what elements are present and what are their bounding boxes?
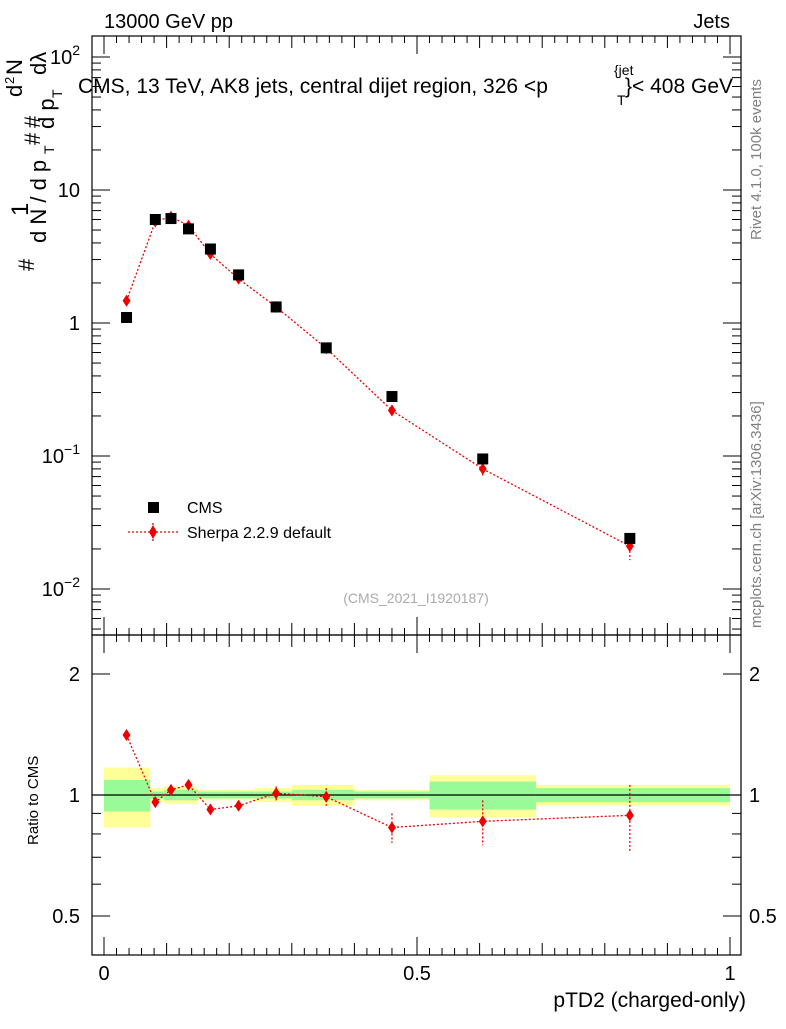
legend: CMS Sherpa 2.2.9 default	[128, 500, 332, 542]
cms-data-point	[149, 214, 161, 226]
x-tick-label: 1	[724, 963, 735, 985]
ratio-point	[478, 815, 487, 828]
ratio-point	[206, 803, 215, 816]
cms-data-point	[233, 269, 245, 281]
y-axis-label-hash2: #	[20, 132, 45, 145]
legend-cms-label: CMS	[187, 500, 223, 517]
y-axis-label-two: 2	[2, 77, 17, 84]
main-y-tick-label: 1	[69, 313, 80, 335]
main-y-tick-label: 10−1	[42, 441, 80, 468]
cms-data-point	[121, 311, 133, 323]
energy-label: 13000 GeV pp	[104, 11, 233, 33]
legend-cms-marker	[148, 502, 159, 513]
ratio-y-tick-label-right: 2	[749, 664, 760, 686]
rivet-version-label: Rivet 4.1.0, 100k events	[748, 79, 765, 240]
ratio-curve	[125, 734, 630, 829]
cms-data-point	[165, 213, 177, 225]
x-tick-label: 0.5	[403, 963, 431, 985]
ratio-y-tick-label: 2	[69, 664, 80, 686]
mc-point	[478, 462, 487, 475]
plot-title: CMS, 13 TeV, AK8 jets, central dijet reg…	[78, 75, 548, 98]
ratio-x-ticks: 0 0.5 1	[98, 635, 736, 985]
cms-data-point	[204, 243, 216, 255]
legend-mc-label: Sherpa 2.2.9 default	[187, 525, 332, 542]
y-axis-label-d2N-d: d	[2, 85, 27, 97]
main-y-tick-label: 102	[50, 42, 80, 69]
legend-mc-marker	[149, 525, 157, 539]
ratio-point	[184, 778, 193, 791]
main-panel: 102 10 1 10−1 10−2 (CMS_2021_I1920187)	[42, 35, 742, 636]
x-tick-label: 0	[98, 963, 109, 985]
ratio-point	[625, 809, 634, 822]
y-axis-label: # 1 d N / d p T # d 2 N # d p T dλ	[2, 52, 65, 271]
cms-data-point	[477, 453, 489, 465]
ratio-y-label: Ratio to CMS	[25, 756, 42, 845]
y-axis-label-T2: T	[49, 89, 65, 98]
plot-title-main: CMS, 13 TeV, AK8 jets, central dijet reg…	[78, 75, 548, 98]
mc-point	[387, 404, 396, 417]
y-axis-label-dp: d p	[34, 98, 59, 129]
ratio-point	[234, 799, 243, 812]
ratio-y-tick-label-right: 0.5	[749, 906, 777, 928]
cms-data-point	[183, 223, 195, 235]
y-axis-label-dlambda: dλ	[26, 52, 51, 75]
ratio-point	[387, 821, 396, 834]
watermark-label: (CMS_2021_I1920187)	[343, 590, 489, 606]
main-x-ticks	[103, 36, 731, 635]
y-axis-label-T1: T	[41, 145, 57, 154]
ratio-y-tick-label: 0.5	[52, 906, 80, 928]
ratio-y-tick-label-right: 1	[749, 785, 760, 807]
data-points	[121, 213, 636, 544]
main-y-tick-label: 10	[58, 180, 80, 202]
main-frame	[91, 35, 742, 636]
cms-data-point	[270, 301, 282, 313]
ratio-point	[166, 783, 175, 796]
ratio-y-tick-label: 1	[69, 785, 80, 807]
mc-line	[125, 215, 631, 547]
jets-label: Jets	[693, 11, 730, 33]
ratio-y-ticks: 2 2 1 1 0.5 0.5	[52, 664, 777, 956]
ratio-point	[272, 787, 281, 800]
ratio-points	[122, 729, 634, 853]
main-y-tick-label: 10−2	[42, 574, 80, 601]
cms-data-point	[386, 391, 398, 403]
plot-title-sup: {jet	[614, 62, 634, 78]
main-y-ticks: 102 10 1 10−1 10−2	[42, 42, 741, 630]
y-axis-label-dN: d N / d p	[26, 160, 51, 243]
mcplots-label: mcplots.cern.ch [arXiv:1306.3436]	[748, 401, 765, 628]
plot-title-sub: T	[617, 92, 626, 108]
ratio-band-inner	[104, 779, 151, 812]
cms-data-point	[320, 342, 332, 354]
y-axis-label-N: N	[2, 59, 27, 75]
y-axis-label-hash3: #	[20, 115, 45, 128]
ratio-point	[151, 796, 160, 809]
y-axis-label-one: 1	[7, 203, 34, 216]
ratio-panel: 2 21 10.5 0.5 0 0.5 1 Ratio to CMS	[25, 634, 777, 985]
x-axis-label: pTD2 (charged-only)	[553, 989, 746, 1012]
cms-data-point	[624, 532, 636, 544]
mc-point	[122, 294, 131, 307]
ratio-point	[322, 790, 331, 803]
mc-curve	[125, 215, 631, 547]
ratio-point	[122, 729, 131, 742]
ratio-bands	[104, 767, 730, 828]
y-axis-label-hash1: #	[14, 258, 39, 271]
plot-title-end: }< 408 GeV	[625, 75, 733, 98]
